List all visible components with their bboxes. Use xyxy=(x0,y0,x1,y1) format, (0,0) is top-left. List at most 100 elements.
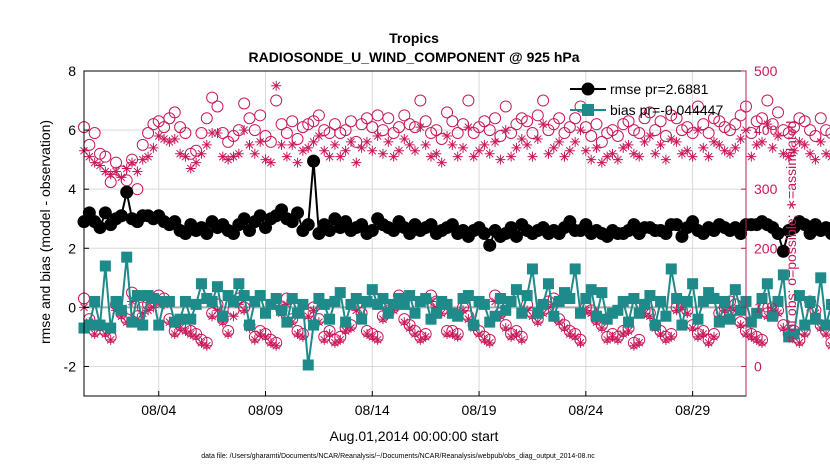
obs-assimilated-point xyxy=(228,152,238,162)
obs-possible-point xyxy=(586,131,597,142)
obs-assimilated-point xyxy=(127,158,137,168)
right-tick-label: 0 xyxy=(754,358,762,374)
bias-point xyxy=(287,293,298,304)
bias-point xyxy=(623,317,634,328)
obs-assimilated-point xyxy=(378,149,388,159)
obs-possible-point xyxy=(826,128,830,139)
obs-assimilated-point xyxy=(565,146,575,156)
obs-assimilated-point xyxy=(106,169,116,179)
obs-assimilated-point xyxy=(757,338,767,348)
bias-point xyxy=(164,296,175,307)
obs-assimilated-point xyxy=(634,152,644,162)
obs-assimilated-point xyxy=(196,149,206,159)
bias-point xyxy=(687,278,698,289)
obs-assimilated-point xyxy=(650,149,660,159)
bias-point xyxy=(655,296,666,307)
bias-point xyxy=(121,252,132,263)
bias-point xyxy=(271,293,282,304)
bias-point xyxy=(175,314,186,325)
obs-assimilated-point xyxy=(196,338,206,348)
bias-point xyxy=(191,299,202,310)
bias-point xyxy=(799,320,810,331)
obs-assimilated-point xyxy=(666,134,676,144)
obs-assimilated-point xyxy=(154,131,164,141)
obs-assimilated-point xyxy=(656,140,666,150)
rmse-point xyxy=(483,239,496,252)
obs-assimilated-point xyxy=(661,335,671,345)
obs-assimilated-point xyxy=(608,332,618,342)
obs-possible-point xyxy=(201,113,212,124)
x-axis-label: Aug.01,2014 00:00:00 start xyxy=(330,428,499,444)
obs-assimilated-point xyxy=(810,155,820,165)
bias-point xyxy=(410,308,421,319)
bias-point xyxy=(89,296,100,307)
obs-assimilated-point xyxy=(746,332,756,342)
obs-assimilated-point xyxy=(330,140,340,150)
obs-assimilated-point xyxy=(501,125,511,135)
left-tick-label: 2 xyxy=(68,240,76,256)
obs-possible-point xyxy=(532,110,543,121)
bias-point xyxy=(196,278,207,289)
obs-assimilated-point xyxy=(421,140,431,150)
obs-assimilated-point xyxy=(453,332,463,342)
obs-assimilated-point xyxy=(698,329,708,339)
obs-assimilated-point xyxy=(266,158,276,168)
obs-assimilated-point xyxy=(554,137,564,147)
obs-possible-point xyxy=(703,128,714,139)
obs-assimilated-point xyxy=(373,131,383,141)
obs-assimilated-point xyxy=(506,332,516,342)
obs-assimilated-point xyxy=(693,125,703,135)
bias-point xyxy=(719,296,730,307)
obs-assimilated-point xyxy=(826,341,830,351)
bias-point xyxy=(308,320,319,331)
obs-assimilated-point xyxy=(261,155,271,165)
obs-possible-point xyxy=(271,95,282,106)
bias-point xyxy=(570,263,581,274)
obs-assimilated-point xyxy=(629,149,639,159)
obs-assimilated-point xyxy=(704,152,714,162)
obs-possible-point xyxy=(490,113,501,124)
right-tick-label: 200 xyxy=(754,240,778,256)
bias-point xyxy=(148,293,159,304)
bias-point xyxy=(479,299,490,310)
bias-point xyxy=(463,290,474,301)
obs-possible-point xyxy=(591,119,602,130)
right-tick-label: 100 xyxy=(754,299,778,315)
obs-assimilated-point xyxy=(533,134,543,144)
obs-assimilated-point xyxy=(517,335,527,345)
obs-assimilated-point xyxy=(186,329,196,339)
obs-assimilated-point xyxy=(709,332,719,342)
obs-assimilated-point xyxy=(245,140,255,150)
right-tick-label: 500 xyxy=(754,63,778,79)
obs-assimilated-point xyxy=(613,155,623,165)
bias-point xyxy=(708,293,719,304)
obs-assimilated-point xyxy=(576,338,586,348)
obs-possible-point xyxy=(815,113,826,124)
obs-assimilated-point xyxy=(527,152,537,162)
bias-point xyxy=(84,320,95,331)
obs-assimilated-point xyxy=(223,155,233,165)
obs-possible-point xyxy=(196,128,207,139)
left-tick-label: 8 xyxy=(68,63,76,79)
obs-assimilated-point xyxy=(447,329,457,339)
bias-point xyxy=(95,320,106,331)
bias-point xyxy=(490,311,501,322)
obs-assimilated-point xyxy=(415,335,425,345)
bias-point xyxy=(724,314,735,325)
bias-point xyxy=(826,299,830,310)
obs-assimilated-point xyxy=(479,335,489,345)
obs-assimilated-point xyxy=(463,122,473,132)
obs-assimilated-point xyxy=(287,140,297,150)
obs-assimilated-point xyxy=(116,172,126,182)
obs-assimilated-point xyxy=(447,140,457,150)
x-tick-label: 08/29 xyxy=(675,402,710,418)
obs-assimilated-point xyxy=(383,137,393,147)
right-tick-label: 300 xyxy=(754,181,778,197)
obs-assimilated-point xyxy=(325,152,335,162)
obs-assimilated-point xyxy=(576,125,586,135)
bias-point xyxy=(153,320,164,331)
obs-assimilated-point xyxy=(202,140,212,150)
bias-point xyxy=(244,320,255,331)
